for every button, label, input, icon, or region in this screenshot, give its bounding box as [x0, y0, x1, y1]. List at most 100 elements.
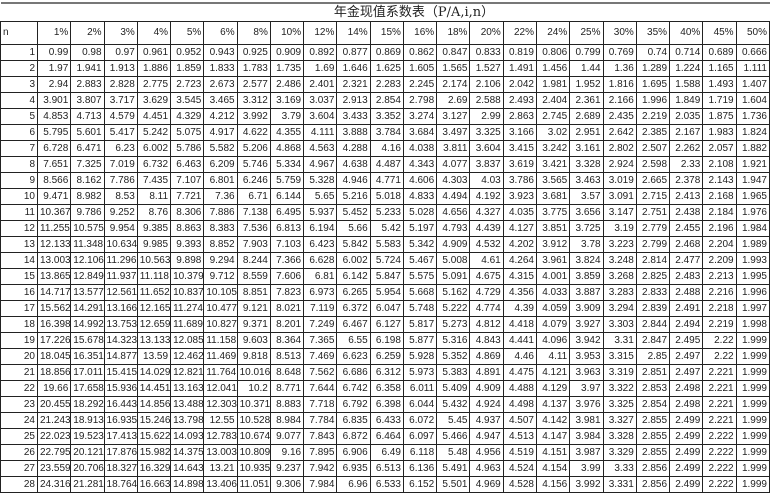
factor-cell[interactable]: 2.745 — [535, 108, 571, 125]
factor-cell[interactable]: 15.622 — [136, 428, 172, 445]
factor-cell[interactable]: 3.31 — [602, 332, 637, 349]
factor-cell[interactable]: 4.61 — [469, 252, 504, 269]
factor-cell[interactable]: 3.887 — [569, 284, 604, 301]
factor-cell[interactable]: 5.937 — [303, 204, 338, 221]
factor-cell[interactable]: 8.852 — [203, 236, 238, 253]
factor-cell[interactable]: 7.843 — [303, 428, 338, 445]
factor-cell[interactable]: 4.156 — [535, 476, 571, 493]
factor-cell[interactable]: 1.882 — [735, 140, 770, 157]
factor-cell[interactable]: 7.786 — [103, 172, 138, 189]
factor-cell[interactable]: 7.886 — [203, 204, 238, 221]
factor-cell[interactable]: 3.545 — [170, 92, 205, 109]
factor-cell[interactable]: 13.133 — [136, 332, 172, 349]
factor-cell[interactable]: 1.989 — [735, 236, 770, 253]
rate-header-cell[interactable]: 10% — [269, 21, 305, 45]
factor-cell[interactable]: 14.992 — [70, 316, 105, 333]
factor-cell[interactable]: 4.129 — [535, 380, 571, 397]
factor-cell[interactable]: 3.901 — [36, 92, 72, 109]
factor-cell[interactable]: 8.566 — [36, 172, 72, 189]
factor-cell[interactable]: 3.169 — [269, 92, 305, 109]
factor-cell[interactable]: 0.806 — [535, 44, 571, 61]
factor-cell[interactable]: 0.74 — [635, 44, 671, 61]
factor-cell[interactable]: 4.441 — [502, 332, 537, 349]
factor-cell[interactable]: 6.198 — [369, 332, 404, 349]
factor-cell[interactable]: 3.784 — [369, 124, 404, 141]
factor-cell[interactable]: 4.488 — [502, 380, 537, 397]
factor-cell[interactable]: 4.563 — [303, 140, 338, 157]
factor-cell[interactable]: 8.383 — [203, 220, 238, 237]
factor-cell[interactable]: 8.11 — [136, 188, 172, 205]
factor-cell[interactable]: 2.321 — [336, 76, 371, 93]
factor-cell[interactable]: 2.218 — [702, 300, 737, 317]
factor-cell[interactable]: 3.57 — [569, 188, 604, 205]
factor-cell[interactable]: 4.418 — [502, 316, 537, 333]
factor-cell[interactable]: 2.221 — [702, 412, 737, 429]
factor-cell[interactable]: 12.165 — [136, 300, 172, 317]
factor-cell[interactable]: 14.451 — [136, 380, 172, 397]
factor-cell[interactable]: 13.003 — [203, 444, 238, 461]
factor-cell[interactable]: 3.325 — [602, 396, 637, 413]
factor-cell[interactable]: 5.954 — [369, 284, 404, 301]
factor-cell[interactable]: 8.771 — [269, 380, 305, 397]
rate-header-cell[interactable]: 50% — [735, 21, 770, 45]
period-cell[interactable]: 11 — [0, 204, 38, 221]
factor-cell[interactable]: 2.883 — [70, 76, 105, 93]
factor-cell[interactable]: 1.999 — [735, 348, 770, 365]
factor-cell[interactable]: 11.348 — [70, 236, 105, 253]
factor-cell[interactable]: 8.364 — [269, 332, 305, 349]
factor-cell[interactable]: 24.316 — [36, 476, 72, 493]
factor-cell[interactable]: 3.325 — [469, 124, 504, 141]
factor-cell[interactable]: 4.909 — [469, 380, 504, 397]
factor-cell[interactable]: 5.928 — [402, 348, 438, 365]
factor-cell[interactable]: 8.559 — [236, 268, 271, 285]
factor-cell[interactable]: 13.59 — [136, 348, 172, 365]
factor-cell[interactable]: 0.819 — [502, 44, 537, 61]
factor-cell[interactable]: 16.935 — [103, 412, 138, 429]
factor-cell[interactable]: 2.802 — [602, 140, 637, 157]
factor-cell[interactable]: 1.999 — [735, 364, 770, 381]
factor-cell[interactable]: 3.775 — [535, 204, 571, 221]
factor-cell[interactable]: 2.854 — [635, 396, 671, 413]
factor-cell[interactable]: 2.404 — [535, 92, 571, 109]
factor-cell[interactable]: 4.16 — [369, 140, 404, 157]
factor-cell[interactable]: 6.792 — [336, 396, 371, 413]
factor-cell[interactable]: 2.825 — [635, 268, 671, 285]
factor-cell[interactable]: 1.97 — [36, 60, 72, 77]
period-cell[interactable]: 6 — [0, 124, 38, 141]
factor-cell[interactable]: 3.565 — [535, 172, 571, 189]
factor-cell[interactable]: 5.216 — [336, 188, 371, 205]
factor-cell[interactable]: 1.69 — [303, 60, 338, 77]
rate-header-cell[interactable]: 45% — [702, 21, 737, 45]
factor-cell[interactable]: 5.352 — [436, 348, 471, 365]
factor-cell[interactable]: 16.663 — [136, 476, 172, 493]
factor-cell[interactable]: 1.604 — [735, 92, 770, 109]
factor-cell[interactable]: 2.85 — [635, 348, 671, 365]
factor-cell[interactable]: 4.111 — [303, 124, 338, 141]
factor-cell[interactable]: 1.605 — [402, 60, 438, 77]
factor-cell[interactable]: 18.045 — [36, 348, 72, 365]
factor-cell[interactable]: 1.983 — [702, 124, 737, 141]
factor-cell[interactable]: 2.665 — [635, 172, 671, 189]
factor-cell[interactable]: 6.265 — [336, 284, 371, 301]
factor-cell[interactable]: 3.992 — [569, 476, 604, 493]
period-cell[interactable]: 10 — [0, 188, 38, 205]
factor-cell[interactable]: 3.807 — [70, 92, 105, 109]
factor-cell[interactable]: 0.952 — [170, 44, 205, 61]
factor-cell[interactable]: 22.795 — [36, 444, 72, 461]
period-cell[interactable]: 23 — [0, 396, 38, 413]
factor-cell[interactable]: 2.486 — [269, 76, 305, 93]
factor-cell[interactable]: 4.622 — [236, 124, 271, 141]
factor-cell[interactable]: 0.909 — [269, 44, 305, 61]
factor-cell[interactable]: 6.127 — [369, 316, 404, 333]
factor-cell[interactable]: 2.221 — [702, 380, 737, 397]
factor-cell[interactable]: 4.202 — [502, 236, 537, 253]
factor-cell[interactable]: 7.651 — [36, 156, 72, 173]
n-header-cell[interactable]: n — [0, 21, 38, 45]
factor-cell[interactable]: 10.634 — [103, 236, 138, 253]
factor-cell[interactable]: 10.371 — [236, 396, 271, 413]
factor-cell[interactable]: 3.433 — [336, 108, 371, 125]
factor-cell[interactable]: 14.877 — [103, 348, 138, 365]
factor-cell[interactable]: 3.912 — [535, 236, 571, 253]
factor-cell[interactable]: 6.71 — [236, 188, 271, 205]
factor-cell[interactable]: 5.42 — [369, 220, 404, 237]
